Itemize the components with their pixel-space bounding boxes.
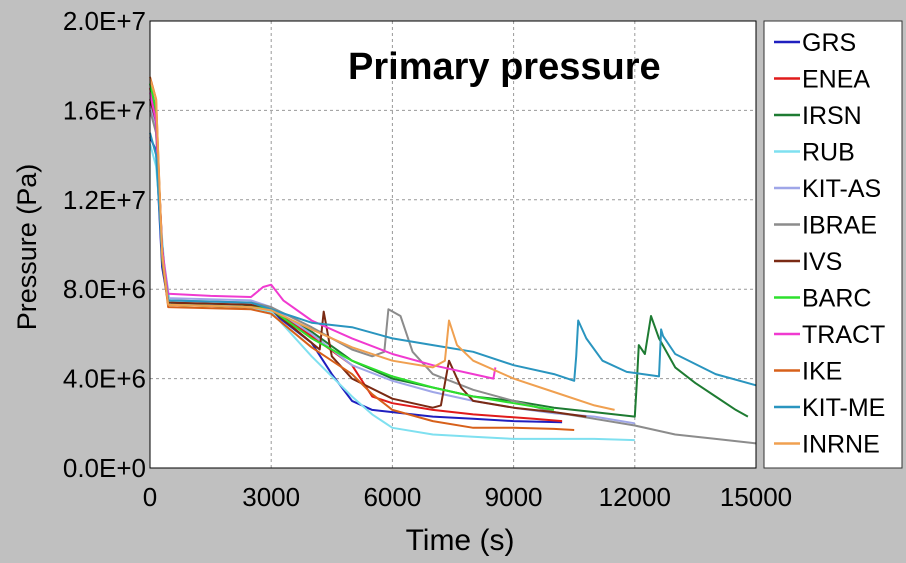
legend-box — [763, 20, 903, 469]
legend-label: IBRAE — [802, 212, 877, 240]
x-tick-label: 6000 — [363, 482, 421, 512]
x-tick-label: 0 — [143, 482, 157, 512]
legend: GRS ENEA IRSN RUB KIT-AS IBRAE IVS BARC TRACT IKE… — [774, 29, 885, 459]
legend-label: BARC — [802, 285, 871, 313]
x-tick-label: 3000 — [242, 482, 300, 512]
y-tick-label: 0.0E+0 — [63, 453, 146, 483]
legend-label: KIT-ME — [802, 394, 885, 422]
legend-label: RUB — [802, 139, 855, 167]
legend-label: GRS — [802, 29, 856, 57]
gridlines — [150, 21, 756, 468]
y-tick-label: 1.6E+7 — [63, 95, 146, 125]
chart-title: Primary pressure — [348, 46, 661, 88]
y-tick-label: 8.0E+6 — [63, 274, 146, 304]
series-line-inrne — [149, 78, 615, 411]
series-lines — [149, 76, 757, 445]
x-axis-label: Time (s) — [406, 524, 515, 557]
x-tick-label: 15000 — [720, 482, 792, 512]
x-tick-labels: 0 3000 6000 9000 12000 15000 — [143, 482, 792, 512]
plot-border — [149, 20, 757, 469]
y-tick-labels: 0.0E+0 4.0E+6 8.0E+6 1.2E+7 1.6E+7 2.0E+7 — [63, 6, 146, 483]
legend-label: IKE — [802, 358, 842, 386]
plot-area — [150, 21, 756, 468]
legend-label: IRSN — [802, 102, 862, 130]
y-tick-label: 1.2E+7 — [63, 185, 146, 215]
y-axis-label: Pressure (Pa) — [12, 164, 42, 331]
x-tick-label: 12000 — [599, 482, 671, 512]
legend-label: ENEA — [802, 66, 870, 94]
legend-label: KIT-AS — [802, 175, 881, 203]
legend-label: TRACT — [802, 321, 885, 349]
x-tick-label: 9000 — [485, 482, 543, 512]
y-tick-label: 4.0E+6 — [63, 364, 146, 394]
legend-label: INRNE — [802, 431, 880, 459]
y-tick-label: 2.0E+7 — [63, 6, 146, 36]
series-line-kit-me — [149, 132, 757, 387]
legend-label: IVS — [802, 248, 842, 276]
